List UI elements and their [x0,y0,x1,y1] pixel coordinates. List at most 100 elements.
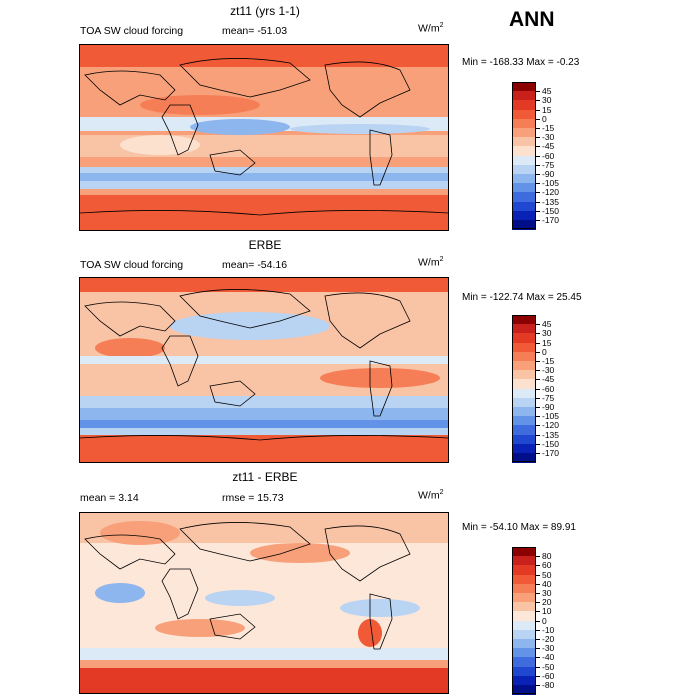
panel-1-units-sup: 2 [439,22,444,29]
colorbar-tick-mark [536,118,540,120]
colorbar-swatch [512,434,536,445]
panel-1-map [79,44,449,231]
colorbar-swatch [512,100,536,111]
colorbar-tick-mark [536,137,540,139]
colorbar-swatch [512,648,536,658]
colorbar-tick-mark [536,351,540,353]
colorbar-tick-label: 30 [542,328,552,339]
colorbar-tick-label: -170 [542,448,560,458]
colorbar-tick-label: 0 [542,346,547,357]
colorbar-tick-label: 20 [542,597,552,608]
colorbar-tick-mark [536,629,540,631]
colorbar-tick-label: 0 [542,113,547,124]
colorbar-tick-mark [536,192,540,194]
colorbar-tick-mark [536,91,540,93]
colorbar-tick-mark [536,666,540,668]
colorbar-tick-mark [536,210,540,212]
colorbar-swatch [512,565,536,576]
panel-2-field-label: TOA SW cloud forcing [80,259,184,271]
colorbar-tick-label: 45 [542,86,552,97]
colorbar-tick-mark [536,174,540,175]
colorbar-tick-label: -50 [542,661,555,672]
colorbar-swatch [512,333,536,344]
colorbar-swatch [512,324,536,334]
panel-1-minmax: Min = -168.33 Max = -0.23 [462,57,580,68]
colorbar-tick-label: -15 [542,356,555,366]
colorbar-tick-mark [536,593,540,594]
colorbar-tick-label: -15 [542,123,555,133]
colorbar-swatch [512,342,536,353]
colorbar-swatch [512,425,536,436]
colorbar-tick-label: -75 [542,392,555,403]
panel-3-map-svg [80,513,448,693]
colorbar-swatch [512,155,536,166]
colorbar-swatch [512,192,536,203]
colorbar-tick-mark [536,657,540,659]
colorbar-frame [512,315,536,463]
colorbar-tick-label: -105 [542,178,560,189]
panel-2-title: ERBE [248,238,282,252]
colorbar-swatch [512,201,536,212]
colorbar-tick-mark [536,397,540,399]
colorbar-tick-label: -90 [542,402,555,412]
colorbar-tick-label: -45 [542,141,555,152]
colorbar-tick-label: -80 [542,680,555,690]
colorbar-tick-label: -75 [542,159,555,170]
colorbar-tick-label: -150 [542,438,560,449]
panel-1-map-svg [80,45,448,230]
colorbar-swatch [512,611,536,622]
colorbar-swatch [512,137,536,147]
colorbar-tick-mark [536,155,540,157]
panel-3-units-sup: 2 [439,489,444,496]
colorbar-swatch [512,388,536,399]
colorbar-tick-label: 50 [542,569,552,580]
panel-3-mean: mean = 3.14 [80,492,139,504]
colorbar-tick-label: -60 [542,670,555,681]
colorbar-tick-label: -60 [542,150,555,161]
colorbar-swatch [512,361,536,371]
colorbar-tick-mark [536,201,540,203]
colorbar-tick-label: -30 [542,643,555,654]
panel-3-units-text: W/m [418,489,440,502]
colorbar-tick-label: -150 [542,205,560,216]
panel-2-mean: mean= -54.16 [222,259,288,271]
colorbar-swatch [512,629,536,640]
colorbar-swatch [512,639,536,649]
colorbar-frame [512,547,536,695]
panel-3-minmax: Min = -54.10 Max = 89.91 [462,522,576,533]
colorbar-tick-label: -30 [542,132,555,143]
colorbar-tick-mark [536,128,540,129]
colorbar-swatch [512,675,536,686]
colorbar-swatch [512,183,536,193]
colorbar-tick-mark [536,407,540,408]
colorbar-tick-mark [536,648,540,650]
colorbar-tick-mark [536,333,540,335]
panel-2-map [79,277,449,463]
colorbar-swatch [512,620,536,631]
colorbar-tick-mark [536,324,540,326]
panel-2-units: W/m2 [418,256,443,269]
panel-1-mean: mean= -51.03 [222,25,288,37]
colorbar-tick-mark [536,639,540,640]
colorbar-swatch [512,657,536,668]
colorbar-tick-label: -135 [542,196,560,207]
colorbar-tick-label: 80 [542,551,552,562]
colorbar-tick-label: 30 [542,95,552,106]
colorbar-swatch [512,685,536,695]
season-label: ANN [509,8,555,31]
panel-3-title: zt11 - ERBE [232,470,298,484]
colorbar-tick-mark [536,416,540,418]
colorbar-tick-mark [536,361,540,362]
colorbar-swatch [512,370,536,380]
colorbar-tick-label: -135 [542,429,560,440]
colorbar-swatch [512,315,536,325]
panel-3-map [79,512,449,694]
colorbar-swatch [512,453,536,463]
colorbar-swatch [512,407,536,417]
colorbar-tick-label: -30 [542,365,555,376]
colorbar-tick-mark [536,146,540,148]
panel-3-rmse: rmse = 15.73 [222,492,284,504]
colorbar-tick-mark [536,220,540,221]
colorbar-swatch [512,164,536,175]
colorbar-swatch [512,593,536,603]
